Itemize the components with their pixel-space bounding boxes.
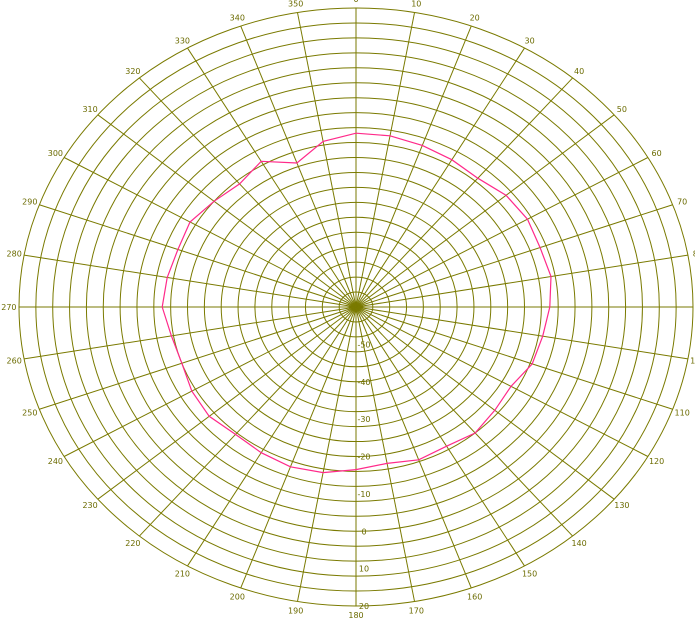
grid-spoke <box>355 12 416 308</box>
grid-spoke <box>355 306 416 602</box>
grid-spoke <box>355 306 525 567</box>
grid-spoke <box>63 306 357 457</box>
angular-tick-label: 110 <box>675 408 690 417</box>
angular-tick-label: 200 <box>230 592 245 601</box>
angular-tick-label: 260 <box>7 357 22 366</box>
angular-tick-label: 40 <box>574 67 584 76</box>
angular-tick-label: 190 <box>288 606 303 615</box>
grid-spoke <box>97 114 357 308</box>
grid-spoke <box>355 114 615 308</box>
grid-spoke <box>355 306 673 410</box>
angular-tick-label: 210 <box>175 570 190 579</box>
angular-tick-label: 270 <box>1 303 16 312</box>
angular-tick-label: 170 <box>409 606 424 615</box>
series-line <box>161 132 552 474</box>
angular-tick-label: 290 <box>22 198 37 207</box>
grid-spokes <box>19 8 693 606</box>
grid-spoke <box>355 25 472 308</box>
grid-spoke <box>24 306 357 360</box>
angular-tick-label: 310 <box>82 105 97 114</box>
grid-spoke <box>97 306 357 500</box>
angular-tick-label: 20 <box>470 14 480 23</box>
angular-tick-label: 250 <box>22 408 37 417</box>
grid-spoke <box>24 254 357 308</box>
angular-tick-label: 350 <box>288 0 303 9</box>
radial-tick-label: -50 <box>357 340 370 349</box>
angular-tick-label: 280 <box>7 250 22 259</box>
angular-tick-label: 80 <box>693 250 695 259</box>
radial-tick-label: -20 <box>357 453 370 462</box>
grid-spoke <box>240 306 357 589</box>
radial-tick-label: 0 <box>361 527 366 536</box>
grid-spoke <box>355 47 525 308</box>
grid-spoke <box>355 157 649 308</box>
angular-tick-label: 220 <box>125 539 140 548</box>
radial-tick-label: 20 <box>359 602 369 611</box>
grid-spoke <box>139 306 357 537</box>
angular-tick-label: 180 <box>348 611 363 620</box>
angular-tick-label: 330 <box>175 36 190 45</box>
grid-spoke <box>355 204 673 308</box>
grid-spoke <box>39 204 357 308</box>
grid-spoke <box>355 77 573 308</box>
grid-spoke <box>187 306 357 567</box>
radial-tick-label: -10 <box>357 490 370 499</box>
series-group <box>161 132 552 474</box>
angular-tick-label: 60 <box>652 149 662 158</box>
grid-spoke <box>355 306 649 457</box>
grid-spoke <box>355 306 573 537</box>
angular-tick-label: 10 <box>411 0 421 9</box>
angular-tick-label: 150 <box>522 570 537 579</box>
angular-tick-label: 240 <box>48 457 63 466</box>
angular-tick-label: 0 <box>353 0 358 4</box>
grid-spoke <box>296 12 357 308</box>
angular-tick-label: 50 <box>617 105 627 114</box>
angular-tick-label: 340 <box>230 14 245 23</box>
angular-tick-label: 320 <box>125 67 140 76</box>
grid-spoke <box>39 306 357 410</box>
grid-spoke <box>240 25 357 308</box>
grid-spoke <box>355 306 472 589</box>
radial-tick-label: -30 <box>357 415 370 424</box>
radial-tick-labels: -50 -40 -30 -20 -10 0 10 20 <box>357 340 370 611</box>
grid-spoke <box>355 306 688 360</box>
grid-spoke <box>63 157 357 308</box>
radial-tick-label: -40 <box>357 378 370 387</box>
angular-tick-label: 160 <box>467 592 482 601</box>
grid-spoke <box>139 77 357 308</box>
angular-tick-label: 130 <box>614 501 629 510</box>
grid-spoke <box>355 254 688 308</box>
angular-tick-label: 300 <box>48 149 63 158</box>
angular-tick-label: 120 <box>649 457 664 466</box>
angular-tick-label: 70 <box>677 198 687 207</box>
angular-tick-label: 230 <box>82 501 97 510</box>
angular-tick-label: 140 <box>571 539 586 548</box>
grid-spoke <box>187 47 357 308</box>
radial-tick-label: 10 <box>359 565 369 574</box>
grid-spoke <box>296 306 357 602</box>
angular-tick-label: 100 <box>690 357 695 366</box>
grid-spoke <box>355 306 615 500</box>
angular-tick-label: 30 <box>525 36 535 45</box>
